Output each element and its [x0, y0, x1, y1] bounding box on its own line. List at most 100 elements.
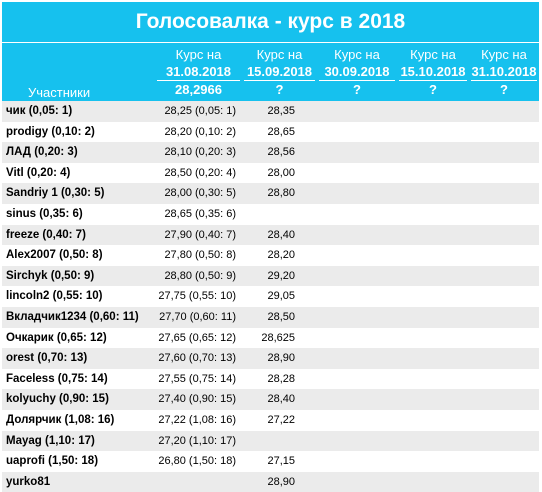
forecast-cell-1[interactable]: 26,80 (1,50: 18) — [158, 455, 236, 468]
forecast-cell-2[interactable]: 28,35 — [267, 105, 295, 117]
participant-cell[interactable]: sinus (0,35: 6) — [6, 207, 83, 220]
forecast-cell-3[interactable] — [317, 286, 397, 307]
forecast-cell-1[interactable]: 27,55 (0,75: 14) — [158, 372, 236, 385]
forecast-cell-5[interactable] — [469, 410, 539, 431]
forecast-cell-3[interactable] — [317, 307, 397, 328]
forecast-cell-2[interactable] — [242, 204, 317, 225]
participant-cell[interactable]: Sandriy 1 (0,30: 5) — [6, 187, 105, 200]
forecast-cell-3[interactable] — [317, 204, 397, 225]
forecast-cell-4[interactable] — [397, 410, 469, 431]
participant-cell[interactable]: Sirchyk (0,50: 9) — [6, 269, 95, 282]
forecast-cell-2[interactable]: 28,28 — [267, 372, 295, 385]
forecast-cell-4[interactable] — [397, 122, 469, 143]
forecast-cell-1[interactable]: 28,25 (0,05: 1) — [164, 105, 236, 117]
forecast-cell-1[interactable]: 27,70 (0,60: 11) — [159, 310, 236, 323]
forecast-cell-3[interactable] — [317, 348, 397, 369]
forecast-cell-3[interactable] — [317, 142, 397, 163]
forecast-cell-2[interactable]: 27,22 — [267, 413, 295, 426]
forecast-cell-1[interactable]: 27,65 (0,65: 12) — [158, 331, 236, 344]
forecast-cell-1[interactable]: 27,22 (1,08: 16) — [158, 413, 236, 426]
forecast-cell-4[interactable] — [397, 245, 469, 266]
forecast-cell-3[interactable] — [317, 101, 397, 122]
forecast-cell-4[interactable] — [397, 204, 469, 225]
participant-cell[interactable]: Долярчик (1,08: 16) — [6, 413, 115, 426]
participant-cell[interactable]: Mayag (1,10: 17) — [6, 434, 95, 447]
forecast-cell-2[interactable]: 27,15 — [267, 455, 295, 468]
forecast-cell-2[interactable]: 28,90 — [267, 352, 295, 365]
forecast-cell-1[interactable]: 28,00 (0,30: 5) — [164, 187, 236, 200]
forecast-cell-2[interactable]: 28,40 — [267, 228, 295, 241]
forecast-cell-4[interactable] — [397, 225, 469, 246]
forecast-cell-5[interactable] — [469, 142, 539, 163]
forecast-cell-5[interactable] — [469, 369, 539, 390]
forecast-cell-3[interactable] — [317, 266, 397, 287]
forecast-cell-5[interactable] — [469, 431, 539, 452]
header-col-2[interactable]: Курс на 15.09.2018 ? — [242, 43, 317, 101]
forecast-cell-2[interactable]: 28,625 — [261, 331, 295, 344]
forecast-cell-3[interactable] — [317, 431, 397, 452]
participant-cell[interactable]: Alex2007 (0,50: 8) — [6, 249, 103, 262]
participant-cell[interactable]: orest (0,70: 13) — [6, 352, 88, 365]
forecast-cell-1[interactable] — [155, 472, 242, 492]
forecast-cell-5[interactable] — [469, 348, 539, 369]
forecast-cell-5[interactable] — [469, 266, 539, 287]
forecast-cell-2[interactable]: 28,20 — [267, 249, 295, 262]
forecast-cell-2[interactable]: 28,56 — [267, 146, 295, 159]
forecast-cell-3[interactable] — [317, 245, 397, 266]
forecast-cell-4[interactable] — [397, 101, 469, 122]
forecast-cell-1[interactable]: 28,20 (0,10: 2) — [164, 125, 236, 138]
forecast-cell-5[interactable] — [469, 328, 539, 349]
forecast-cell-3[interactable] — [317, 328, 397, 349]
forecast-cell-4[interactable] — [397, 142, 469, 163]
forecast-cell-1[interactable]: 27,60 (0,70: 13) — [158, 352, 236, 365]
forecast-cell-4[interactable] — [397, 183, 469, 204]
forecast-cell-3[interactable] — [317, 369, 397, 390]
forecast-cell-5[interactable] — [469, 245, 539, 266]
forecast-cell-4[interactable] — [397, 266, 469, 287]
header-col-4[interactable]: Курс на 15.10.2018 ? — [397, 43, 469, 101]
forecast-cell-5[interactable] — [469, 163, 539, 184]
header-participants[interactable]: Участники — [2, 43, 155, 101]
forecast-cell-3[interactable] — [317, 472, 397, 492]
forecast-cell-2[interactable]: 28,40 — [267, 393, 295, 406]
forecast-cell-5[interactable] — [469, 286, 539, 307]
participant-cell[interactable]: freeze (0,40: 7) — [6, 228, 86, 241]
forecast-cell-5[interactable] — [469, 204, 539, 225]
forecast-cell-3[interactable] — [317, 225, 397, 246]
participant-cell[interactable]: prodigy (0,10: 2) — [6, 125, 95, 138]
forecast-cell-2[interactable]: 28,00 — [267, 166, 295, 179]
forecast-cell-5[interactable] — [469, 451, 539, 472]
forecast-cell-4[interactable] — [397, 389, 469, 410]
forecast-cell-3[interactable] — [317, 410, 397, 431]
forecast-cell-5[interactable] — [469, 183, 539, 204]
forecast-cell-2[interactable]: 29,05 — [267, 290, 295, 303]
forecast-cell-3[interactable] — [317, 163, 397, 184]
forecast-cell-4[interactable] — [397, 163, 469, 184]
forecast-cell-4[interactable] — [397, 328, 469, 349]
forecast-cell-1[interactable]: 27,90 (0,40: 7) — [164, 228, 236, 241]
forecast-cell-4[interactable] — [397, 451, 469, 472]
forecast-cell-5[interactable] — [469, 101, 539, 122]
participant-cell[interactable]: Вкладчик1234 (0,60: 11) — [6, 310, 139, 323]
participant-cell[interactable]: yurko81 — [6, 475, 51, 488]
participant-cell[interactable]: Faceless (0,75: 14) — [6, 372, 108, 385]
forecast-cell-4[interactable] — [397, 348, 469, 369]
forecast-cell-1[interactable]: 27,80 (0,50: 8) — [164, 249, 236, 262]
participant-cell[interactable]: lincoln2 (0,55: 10) — [6, 290, 103, 303]
forecast-cell-2[interactable]: 28,65 — [267, 125, 295, 138]
forecast-cell-1[interactable]: 28,50 (0,20: 4) — [164, 166, 236, 179]
forecast-cell-1[interactable]: 27,75 (0,55: 10) — [158, 290, 236, 303]
forecast-cell-4[interactable] — [397, 472, 469, 492]
forecast-cell-4[interactable] — [397, 431, 469, 452]
forecast-cell-1[interactable]: 27,40 (0,90: 15) — [158, 393, 236, 406]
forecast-cell-2[interactable] — [242, 431, 317, 452]
forecast-cell-1[interactable]: 28,65 (0,35: 6) — [164, 207, 236, 220]
participant-cell[interactable]: чик (0,05: 1) — [6, 105, 73, 117]
forecast-cell-3[interactable] — [317, 122, 397, 143]
forecast-cell-5[interactable] — [469, 389, 539, 410]
participant-cell[interactable]: ЛАД (0,20: 3) — [6, 146, 78, 159]
forecast-cell-5[interactable] — [469, 472, 539, 492]
forecast-cell-3[interactable] — [317, 451, 397, 472]
participant-cell[interactable]: Очкарик (0,65: 12) — [6, 331, 107, 344]
forecast-cell-5[interactable] — [469, 307, 539, 328]
